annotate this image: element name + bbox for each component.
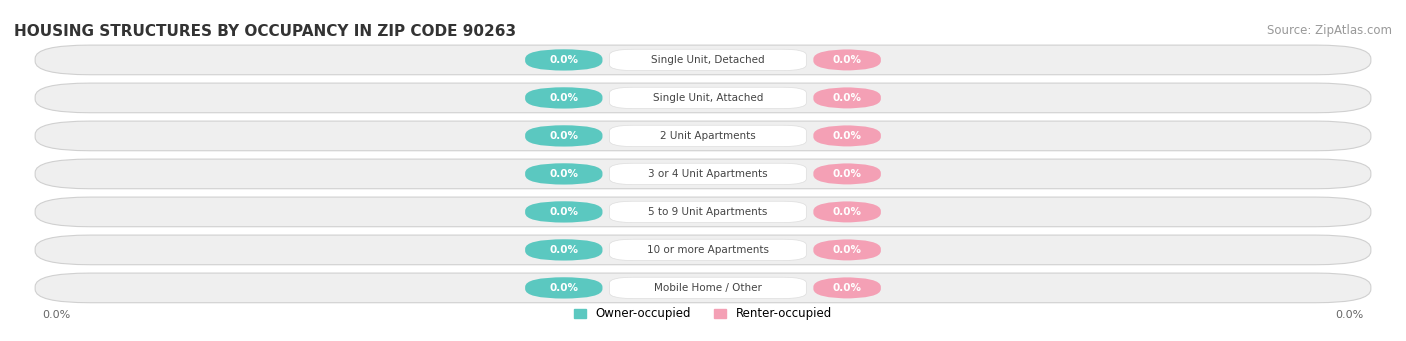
Text: 0.0%: 0.0% — [832, 131, 862, 141]
Text: 0.0%: 0.0% — [550, 207, 578, 217]
Text: 0.0%: 0.0% — [832, 245, 862, 255]
Text: 0.0%: 0.0% — [832, 169, 862, 179]
Text: 10 or more Apartments: 10 or more Apartments — [647, 245, 769, 255]
FancyBboxPatch shape — [526, 163, 603, 184]
Text: Source: ZipAtlas.com: Source: ZipAtlas.com — [1267, 24, 1392, 37]
Text: 0.0%: 0.0% — [832, 55, 862, 65]
Text: 0.0%: 0.0% — [550, 245, 578, 255]
FancyBboxPatch shape — [610, 201, 807, 223]
Text: 0.0%: 0.0% — [550, 55, 578, 65]
FancyBboxPatch shape — [813, 125, 880, 147]
FancyBboxPatch shape — [526, 125, 603, 147]
FancyBboxPatch shape — [813, 163, 880, 184]
FancyBboxPatch shape — [610, 87, 807, 108]
Legend: Owner-occupied, Renter-occupied: Owner-occupied, Renter-occupied — [569, 302, 837, 325]
FancyBboxPatch shape — [610, 277, 807, 299]
Text: Single Unit, Detached: Single Unit, Detached — [651, 55, 765, 65]
FancyBboxPatch shape — [35, 197, 1371, 227]
FancyBboxPatch shape — [526, 49, 603, 71]
FancyBboxPatch shape — [526, 277, 603, 299]
FancyBboxPatch shape — [610, 163, 807, 184]
FancyBboxPatch shape — [35, 45, 1371, 75]
FancyBboxPatch shape — [610, 125, 807, 147]
FancyBboxPatch shape — [813, 49, 880, 71]
Text: 0.0%: 0.0% — [1336, 310, 1364, 320]
FancyBboxPatch shape — [35, 159, 1371, 189]
Text: 0.0%: 0.0% — [550, 93, 578, 103]
Text: 0.0%: 0.0% — [550, 283, 578, 293]
FancyBboxPatch shape — [813, 277, 880, 299]
FancyBboxPatch shape — [35, 273, 1371, 303]
Text: 0.0%: 0.0% — [42, 310, 70, 320]
Text: 0.0%: 0.0% — [832, 93, 862, 103]
Text: HOUSING STRUCTURES BY OCCUPANCY IN ZIP CODE 90263: HOUSING STRUCTURES BY OCCUPANCY IN ZIP C… — [14, 24, 516, 39]
Text: 5 to 9 Unit Apartments: 5 to 9 Unit Apartments — [648, 207, 768, 217]
FancyBboxPatch shape — [35, 83, 1371, 113]
Text: 0.0%: 0.0% — [832, 283, 862, 293]
FancyBboxPatch shape — [35, 121, 1371, 151]
Text: 0.0%: 0.0% — [550, 169, 578, 179]
FancyBboxPatch shape — [813, 201, 880, 223]
Text: 3 or 4 Unit Apartments: 3 or 4 Unit Apartments — [648, 169, 768, 179]
FancyBboxPatch shape — [610, 49, 807, 71]
FancyBboxPatch shape — [35, 235, 1371, 265]
Text: 0.0%: 0.0% — [832, 207, 862, 217]
Text: Single Unit, Attached: Single Unit, Attached — [652, 93, 763, 103]
Text: 0.0%: 0.0% — [550, 131, 578, 141]
FancyBboxPatch shape — [610, 239, 807, 261]
FancyBboxPatch shape — [526, 201, 603, 223]
FancyBboxPatch shape — [813, 87, 880, 108]
Text: Mobile Home / Other: Mobile Home / Other — [654, 283, 762, 293]
FancyBboxPatch shape — [526, 87, 603, 108]
FancyBboxPatch shape — [526, 239, 603, 261]
FancyBboxPatch shape — [813, 239, 880, 261]
Text: 2 Unit Apartments: 2 Unit Apartments — [659, 131, 756, 141]
